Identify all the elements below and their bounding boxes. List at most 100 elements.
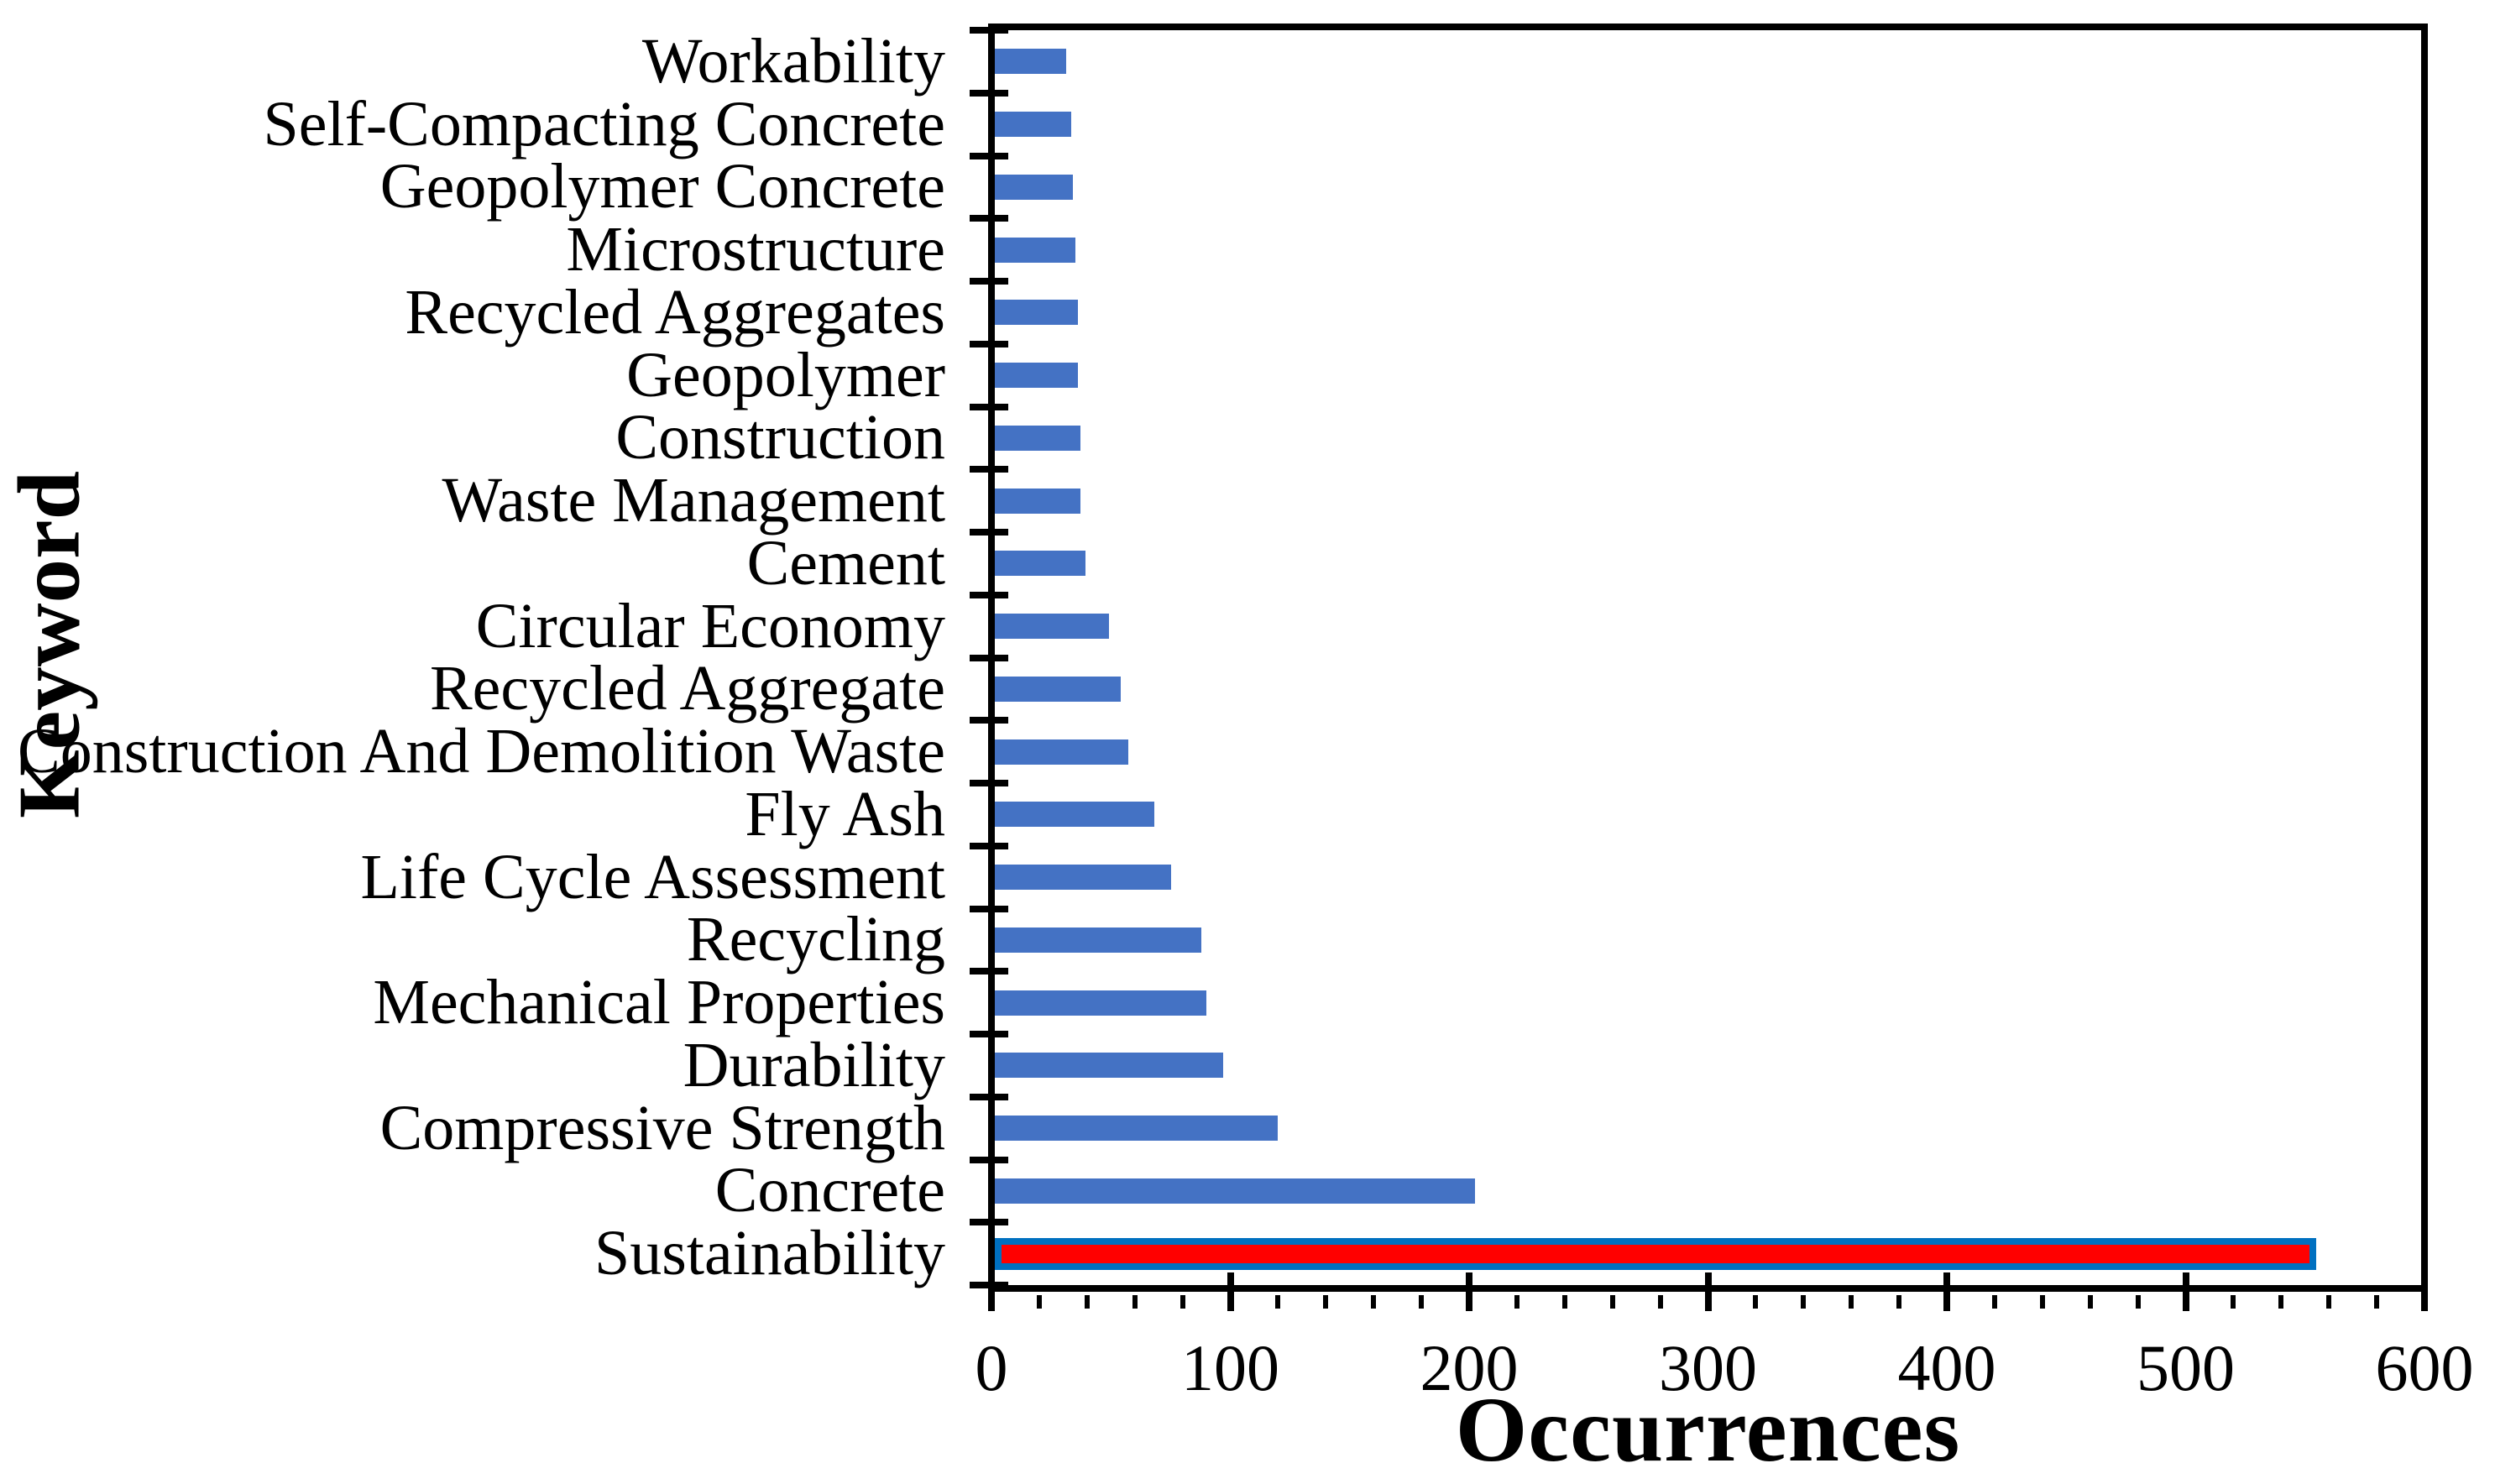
- x-axis-major-tick: [1227, 1272, 1234, 1311]
- x-axis-major-tick: [1943, 1272, 1950, 1311]
- bar-construction-and-demolition-waste: [995, 739, 1128, 765]
- x-axis-minor-tick: [1561, 1295, 1567, 1309]
- y-axis-tick: [970, 27, 1008, 34]
- category-label-cement: Cement: [746, 527, 945, 598]
- category-label-mechanical-properties: Mechanical Properties: [373, 967, 945, 1038]
- x-axis-minor-tick: [1371, 1295, 1377, 1309]
- x-axis-minor-tick: [2039, 1295, 2045, 1309]
- y-axis-tick: [970, 780, 1008, 786]
- y-axis-tick: [970, 591, 1008, 598]
- x-axis-minor-tick: [1849, 1295, 1854, 1309]
- bar-recycled-aggregate: [995, 676, 1121, 702]
- category-label-compressive-strength: Compressive Strength: [379, 1092, 945, 1163]
- bar-construction: [995, 425, 1080, 451]
- category-label-microstructure: Microstructure: [566, 214, 945, 285]
- bar-cement: [995, 551, 1085, 577]
- y-axis-tick: [970, 654, 1008, 661]
- x-axis-minor-tick: [1275, 1295, 1281, 1309]
- bar-workability: [995, 49, 1066, 75]
- y-axis-tick: [970, 278, 1008, 285]
- bar-geopolymer: [995, 363, 1078, 389]
- y-axis-tick: [970, 215, 1008, 222]
- category-label-self-compacting-concrete: Self-Compacting Concrete: [263, 88, 945, 159]
- y-axis-tick: [970, 905, 1008, 912]
- category-label-concrete: Concrete: [714, 1155, 945, 1226]
- bar-recycling: [995, 927, 1201, 953]
- x-axis-minor-tick: [2278, 1295, 2284, 1309]
- y-axis-tick: [970, 1093, 1008, 1100]
- plot-area: [988, 24, 2428, 1292]
- x-axis-minor-tick: [1753, 1295, 1759, 1309]
- y-axis-tick: [970, 403, 1008, 410]
- x-axis-tick-label: 0: [975, 1331, 1008, 1404]
- bar-waste-management: [995, 488, 1080, 514]
- x-axis-major-tick: [1704, 1272, 1712, 1311]
- y-axis-tick: [970, 717, 1008, 724]
- x-axis-minor-tick: [2087, 1295, 2093, 1309]
- x-axis-minor-tick: [1609, 1295, 1615, 1309]
- bar-circular-economy: [995, 614, 1109, 640]
- x-axis-minor-tick: [1801, 1295, 1807, 1309]
- x-axis-major-tick: [988, 1272, 995, 1311]
- x-axis-minor-tick: [1036, 1295, 1042, 1309]
- x-axis-title: Occurrences: [1455, 1378, 1961, 1481]
- category-label-construction-and-demolition-waste: Construction And Demolition Waste: [18, 716, 945, 787]
- y-axis-tick: [970, 1031, 1008, 1037]
- category-label-geopolymer: Geopolymer: [626, 339, 945, 410]
- x-axis-minor-tick: [1132, 1295, 1138, 1309]
- x-axis-tick-label: 500: [2137, 1331, 2235, 1404]
- bar-self-compacting-concrete: [995, 112, 1071, 138]
- x-axis-minor-tick: [1323, 1295, 1329, 1309]
- x-axis-minor-tick: [1084, 1295, 1090, 1309]
- x-axis-major-tick: [1466, 1272, 1472, 1311]
- x-axis-minor-tick: [1514, 1295, 1519, 1309]
- y-axis-tick: [970, 89, 1008, 97]
- y-axis-tick: [970, 466, 1008, 473]
- x-axis-tick-label: 400: [1897, 1331, 1996, 1404]
- category-label-recycled-aggregate: Recycled Aggregate: [429, 653, 945, 724]
- category-label-waste-management: Waste Management: [442, 465, 945, 536]
- y-axis-tick: [970, 152, 1008, 159]
- x-axis-minor-tick: [2135, 1295, 2141, 1309]
- category-label-durability: Durability: [683, 1029, 945, 1100]
- bar-mechanical-properties: [995, 990, 1206, 1016]
- bar-compressive-strength: [995, 1116, 1278, 1142]
- category-label-circular-economy: Circular Economy: [475, 590, 945, 661]
- y-axis-tick: [970, 1156, 1008, 1163]
- x-axis-tick-label: 100: [1181, 1331, 1279, 1404]
- x-axis-minor-tick: [2326, 1295, 2332, 1309]
- y-axis-tick: [970, 340, 1008, 347]
- y-axis-tick: [970, 529, 1008, 536]
- x-axis-minor-tick: [1896, 1295, 1902, 1309]
- x-axis-minor-tick: [1991, 1295, 1997, 1309]
- bar-recycled-aggregates: [995, 300, 1078, 326]
- bar-durability: [995, 1053, 1223, 1079]
- category-label-geopolymer-concrete: Geopolymer Concrete: [379, 151, 945, 222]
- category-label-life-cycle-assessment: Life Cycle Assessment: [360, 841, 945, 912]
- y-axis-tick: [970, 1219, 1008, 1226]
- category-label-construction: Construction: [615, 402, 945, 473]
- x-axis-minor-tick: [1419, 1295, 1425, 1309]
- x-axis-major-tick: [2421, 1272, 2428, 1311]
- x-axis-major-tick: [2182, 1272, 2189, 1311]
- bar-geopolymer-concrete: [995, 174, 1073, 200]
- category-label-workability: Workability: [641, 25, 945, 97]
- bar-microstructure: [995, 237, 1075, 263]
- category-label-recycling: Recycling: [686, 904, 945, 975]
- category-label-sustainability: Sustainability: [594, 1218, 945, 1289]
- x-axis-tick-label: 300: [1659, 1331, 1757, 1404]
- x-axis-minor-tick: [1657, 1295, 1663, 1309]
- x-axis-tick-label: 200: [1420, 1331, 1519, 1404]
- y-axis-tick: [970, 968, 1008, 975]
- y-axis-tick: [970, 842, 1008, 849]
- category-label-fly-ash: Fly Ash: [745, 778, 945, 849]
- bar-life-cycle-assessment: [995, 865, 1171, 891]
- bar-concrete: [995, 1178, 1475, 1204]
- bar-sustainability: [995, 1237, 2316, 1270]
- x-axis-tick-label: 600: [2375, 1331, 2474, 1404]
- x-axis-minor-tick: [2231, 1295, 2236, 1309]
- bar-fly-ash: [995, 802, 1154, 828]
- x-axis-minor-tick: [2374, 1295, 2380, 1309]
- category-label-recycled-aggregates: Recycled Aggregates: [405, 276, 945, 347]
